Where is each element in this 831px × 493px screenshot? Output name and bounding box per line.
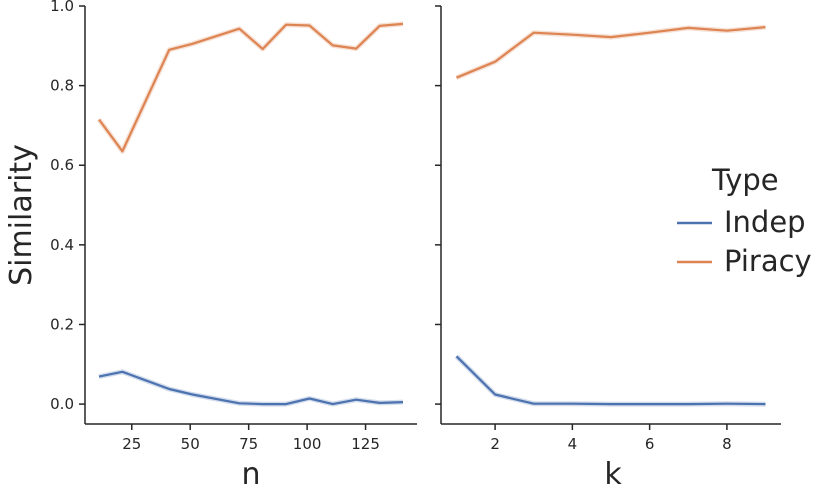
panel-k-series <box>454 24 766 407</box>
panel-k-y-ticks <box>435 5 441 405</box>
panel-n-x-axis-label: n <box>241 457 260 492</box>
x-tick-label: 6 <box>645 435 655 453</box>
y-axis-label: Similarity <box>4 144 39 286</box>
series-band-piracy <box>455 24 766 81</box>
panel-k-x-axis-label: k <box>604 457 622 492</box>
legend-label-indep: Indep <box>724 205 806 239</box>
series-line-piracy <box>456 26 766 79</box>
x-tick-label: 4 <box>568 435 578 453</box>
x-tick-label: 75 <box>239 435 258 453</box>
panel-n-series <box>96 21 404 407</box>
series-line-piracy <box>98 22 404 153</box>
panel-n-y-ticks: 0.0 0.2 0.4 0.6 0.8 1.0 <box>50 0 85 413</box>
x-tick-label: 125 <box>351 435 380 453</box>
y-tick-label: 1.0 <box>50 0 74 15</box>
x-tick-label: 2 <box>490 435 500 453</box>
y-tick-label: 0.8 <box>50 77 74 95</box>
y-tick-label: 0.6 <box>50 156 74 174</box>
x-tick-label: 100 <box>293 435 322 453</box>
legend-label-piracy: Piracy <box>724 244 812 278</box>
x-tick-label: 25 <box>122 435 141 453</box>
y-tick-label: 0.0 <box>50 395 74 413</box>
panel-k: 2 4 6 8 k <box>435 5 781 492</box>
x-tick-label: 8 <box>722 435 732 453</box>
series-line-indep <box>455 355 766 406</box>
legend-title: Type <box>711 163 779 197</box>
legend: Type Indep Piracy <box>677 163 812 278</box>
panel-n: 0.0 0.2 0.4 0.6 0.8 1.0 25 50 75 100 125 n Simila… <box>4 0 417 492</box>
y-tick-label: 0.2 <box>50 315 74 333</box>
panel-k-x-ticks: 2 4 6 8 <box>490 424 732 453</box>
panel-n-x-ticks: 25 50 75 100 125 <box>122 424 380 453</box>
y-tick-label: 0.4 <box>50 236 74 254</box>
series-band-piracy <box>96 21 404 154</box>
series-line-indep <box>98 370 404 406</box>
x-tick-label: 50 <box>181 435 200 453</box>
